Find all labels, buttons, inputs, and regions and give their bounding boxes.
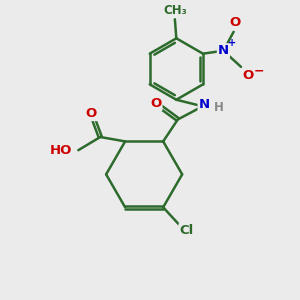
Text: O: O bbox=[86, 107, 97, 120]
Text: HO: HO bbox=[50, 144, 73, 157]
Text: O: O bbox=[150, 97, 161, 110]
Text: N: N bbox=[218, 44, 229, 57]
Text: +: + bbox=[227, 38, 236, 47]
Text: CH₃: CH₃ bbox=[163, 4, 187, 17]
Text: −: − bbox=[254, 65, 264, 78]
Text: Cl: Cl bbox=[179, 224, 194, 237]
Text: N: N bbox=[199, 98, 210, 111]
Text: O: O bbox=[230, 16, 241, 29]
Text: O: O bbox=[243, 69, 254, 82]
Text: H: H bbox=[214, 101, 224, 114]
